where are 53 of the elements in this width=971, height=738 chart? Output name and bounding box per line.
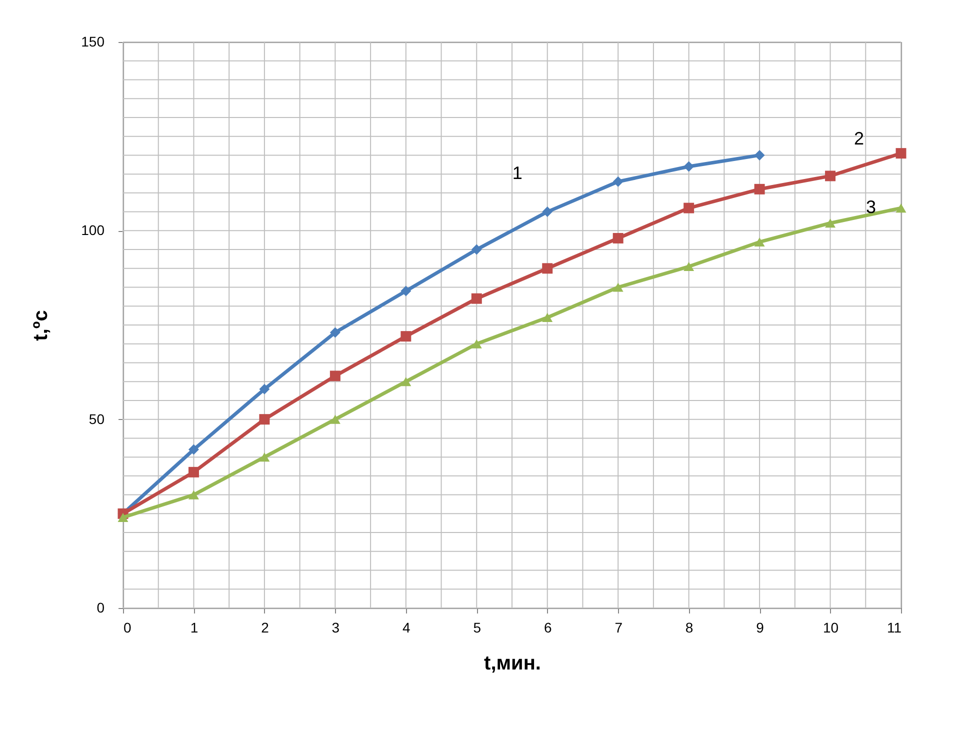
point: [400, 331, 412, 342]
x-axis-title: t,мин.: [484, 652, 541, 674]
point: [542, 263, 553, 274]
point: [684, 262, 694, 272]
point: [612, 232, 624, 244]
y-tick-label: 0: [96, 600, 105, 616]
point: [825, 218, 836, 228]
point: [330, 414, 340, 424]
point: [259, 452, 270, 462]
x-tick-label: 0: [124, 620, 132, 636]
y-axis-title: t,ºc: [30, 310, 52, 341]
point: [684, 202, 694, 214]
point: [612, 282, 624, 292]
point: [684, 161, 694, 172]
point: [400, 377, 412, 386]
point: [542, 312, 553, 322]
point: [188, 490, 199, 500]
series-label: 1: [512, 162, 522, 183]
point: [754, 184, 765, 194]
point: [259, 414, 270, 425]
y-tick-label: 100: [81, 222, 105, 238]
point: [118, 512, 128, 522]
series-label: 2: [854, 128, 864, 148]
point: [188, 444, 199, 455]
point: [612, 176, 624, 187]
point: [754, 150, 765, 160]
x-tick-label: 3: [332, 620, 340, 636]
x-tick-label: 6: [544, 620, 552, 636]
x-tick-label: 10: [822, 620, 839, 636]
x-tick-label: 5: [473, 620, 482, 636]
x-tick-label: 9: [756, 620, 764, 636]
x-tick-label: 2: [261, 620, 270, 636]
point: [896, 203, 906, 213]
point: [188, 466, 199, 478]
series-label: 3: [866, 197, 876, 218]
point: [330, 327, 340, 338]
point: [471, 293, 482, 304]
point: [259, 384, 270, 394]
x-tick-label: 11: [886, 620, 902, 636]
point: [542, 206, 553, 218]
y-tick-label: 50: [88, 410, 105, 427]
y-tick-label: 150: [81, 34, 105, 50]
point: [825, 170, 836, 182]
point: [330, 370, 340, 382]
point: [471, 339, 482, 348]
x-tick-label: 7: [614, 620, 623, 636]
point: [400, 286, 412, 296]
x-tick-label: 1: [190, 620, 198, 636]
x-tick-label: 4: [402, 620, 411, 636]
point: [754, 237, 765, 247]
point: [471, 244, 482, 255]
point: [896, 148, 906, 159]
x-tick-label: 8: [685, 620, 694, 636]
